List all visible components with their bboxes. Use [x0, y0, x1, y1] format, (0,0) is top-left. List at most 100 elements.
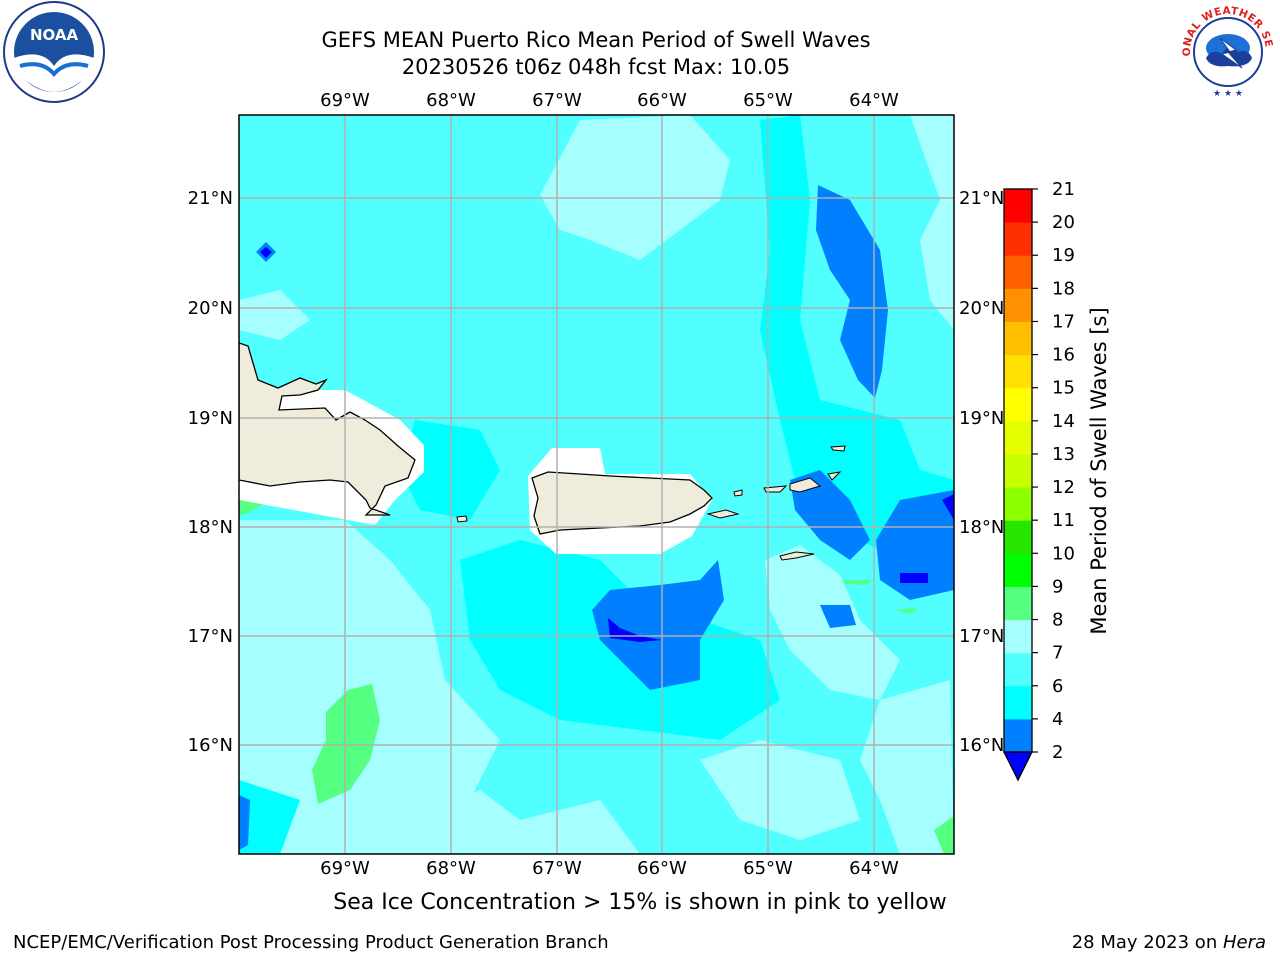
lon-label-bottom: 69°W [320, 858, 370, 879]
lat-label-left: 21°N [188, 188, 233, 209]
colorbar-tick-label: 2 [1052, 742, 1063, 763]
colorbar-tick-label: 14 [1052, 411, 1075, 432]
lon-label-top: 64°W [849, 90, 899, 111]
blue-region-small [820, 605, 856, 628]
colorbar-segment [1004, 652, 1032, 687]
colorbar-tick-label: 17 [1052, 311, 1075, 332]
lat-label-right: 20°N [959, 298, 1004, 319]
colorbar-segment [1004, 321, 1032, 356]
blue-region-southwest-edge [239, 795, 250, 850]
colorbar-segment [1004, 685, 1032, 720]
st-croix-island [779, 551, 815, 561]
mona-island [456, 515, 468, 523]
colorbar-tick-label: 13 [1052, 444, 1075, 465]
footer-date-text: 28 May 2023 on [1071, 932, 1223, 953]
lat-label-right: 16°N [959, 735, 1004, 756]
svg-text:★ ★ ★: ★ ★ ★ [1213, 89, 1243, 99]
colorbar-segment [1004, 619, 1032, 654]
st-thomas-island [763, 485, 788, 493]
colorbar-segment [1004, 520, 1032, 554]
lat-labels-left: 21°N 20°N 19°N 18°N 17°N 16°N [188, 188, 233, 756]
footer-date: 28 May 2023 on Hera [1072, 932, 1266, 953]
blue-region-north [816, 185, 888, 398]
lon-label-bottom: 67°W [532, 858, 582, 879]
colorbar-tick-label: 15 [1052, 378, 1075, 399]
virgin-gorda-island [827, 471, 842, 481]
lat-label-right: 18°N [959, 517, 1004, 538]
colorbar-tick-label: 19 [1052, 245, 1075, 266]
noaa-logo: NOAA [3, 1, 105, 103]
colorbar-segment [1004, 487, 1032, 521]
green-region-small-1 [842, 580, 872, 585]
colorbar-segment [1004, 586, 1032, 621]
light-region-north [540, 115, 730, 260]
colorbar-tick-label: 6 [1052, 676, 1063, 697]
map-field [239, 115, 954, 854]
noaa-logo-text: NOAA [30, 26, 79, 44]
lon-label-bottom: 68°W [426, 858, 476, 879]
colorbar-segment [1004, 718, 1032, 753]
light-region-south [380, 790, 640, 854]
anegada-island [830, 445, 846, 452]
colorbar-segment [1004, 387, 1032, 422]
lat-label-left: 20°N [188, 298, 233, 319]
blue-region-virgin-islands [790, 470, 870, 560]
colorbar: 2 4 6 7 8 9 10 11 12 13 14 15 16 17 18 19 20 21 [1002, 179, 1075, 782]
graticule [239, 115, 954, 854]
sea-ice-caption: Sea Ice Concentration > 15% is shown in … [333, 890, 947, 915]
tortola-island [789, 477, 822, 493]
colorbar-tick-label: 7 [1052, 643, 1063, 664]
lat-label-right: 17°N [959, 626, 1004, 647]
lon-labels-top: 69°W 68°W 67°W 66°W 65°W 64°W [320, 90, 899, 111]
lon-label-bottom: 64°W [849, 858, 899, 879]
light-region-south-east [700, 740, 860, 840]
colorbar-label: Mean Period of Swell Waves [s] [1087, 307, 1111, 634]
colorbar-tick-label: 12 [1052, 477, 1075, 498]
colorbar-segment [1004, 288, 1032, 322]
bright-region-mona [400, 420, 500, 520]
deep-blue-region-east [900, 573, 928, 583]
map-frame [238, 114, 955, 855]
hispaniola-land [239, 342, 416, 516]
green-region-southwest [312, 684, 380, 804]
light-region-northeast [910, 115, 954, 330]
colorbar-segment [1004, 255, 1032, 289]
colorbar-segment [1004, 453, 1032, 488]
lon-label-top: 65°W [743, 90, 793, 111]
footer-host: Hera [1222, 932, 1266, 953]
lat-label-right: 19°N [959, 408, 1004, 429]
lat-label-left: 19°N [188, 408, 233, 429]
green-region-southeast [934, 816, 954, 854]
colorbar-frame [1003, 188, 1033, 753]
lat-label-left: 17°N [188, 626, 233, 647]
light-region-west [239, 290, 310, 340]
lon-label-top: 67°W [532, 90, 582, 111]
deep-blue-point [260, 247, 272, 258]
colorbar-segment [1004, 420, 1032, 455]
nws-logo: NATIONAL WEATHER SERVICE ★ ★ ★ [1176, 0, 1276, 100]
lon-label-bottom: 66°W [637, 858, 687, 879]
culebra-island [733, 489, 743, 497]
lat-label-left: 18°N [188, 517, 233, 538]
lat-label-left: 16°N [188, 735, 233, 756]
colorbar-tick-label: 20 [1052, 212, 1075, 233]
colorbar-extend-arrow [1002, 751, 1034, 782]
deep-blue-region-edge [942, 494, 954, 520]
puerto-rico-land [531, 471, 713, 535]
light-region-southeast [860, 680, 954, 854]
bright-region-southwest [239, 780, 300, 854]
lat-label-right: 21°N [959, 188, 1004, 209]
colorbar-tick-label: 8 [1052, 610, 1063, 631]
colorbar-segment [1004, 222, 1032, 256]
blue-region-south [592, 560, 724, 690]
footer-branch: NCEP/EMC/Verification Post Processing Pr… [13, 932, 609, 953]
colorbar-tick-label: 4 [1052, 709, 1063, 730]
lon-label-top: 66°W [637, 90, 687, 111]
bright-region-east [760, 115, 954, 560]
colorbar-tick-label: 16 [1052, 345, 1075, 366]
colorbar-segment [1004, 189, 1032, 223]
lon-label-bottom: 65°W [743, 858, 793, 879]
blue-region-east-edge [876, 490, 954, 600]
plot-subtitle: 20230526 t06z 048h fcst Max: 10.05 [401, 55, 791, 79]
